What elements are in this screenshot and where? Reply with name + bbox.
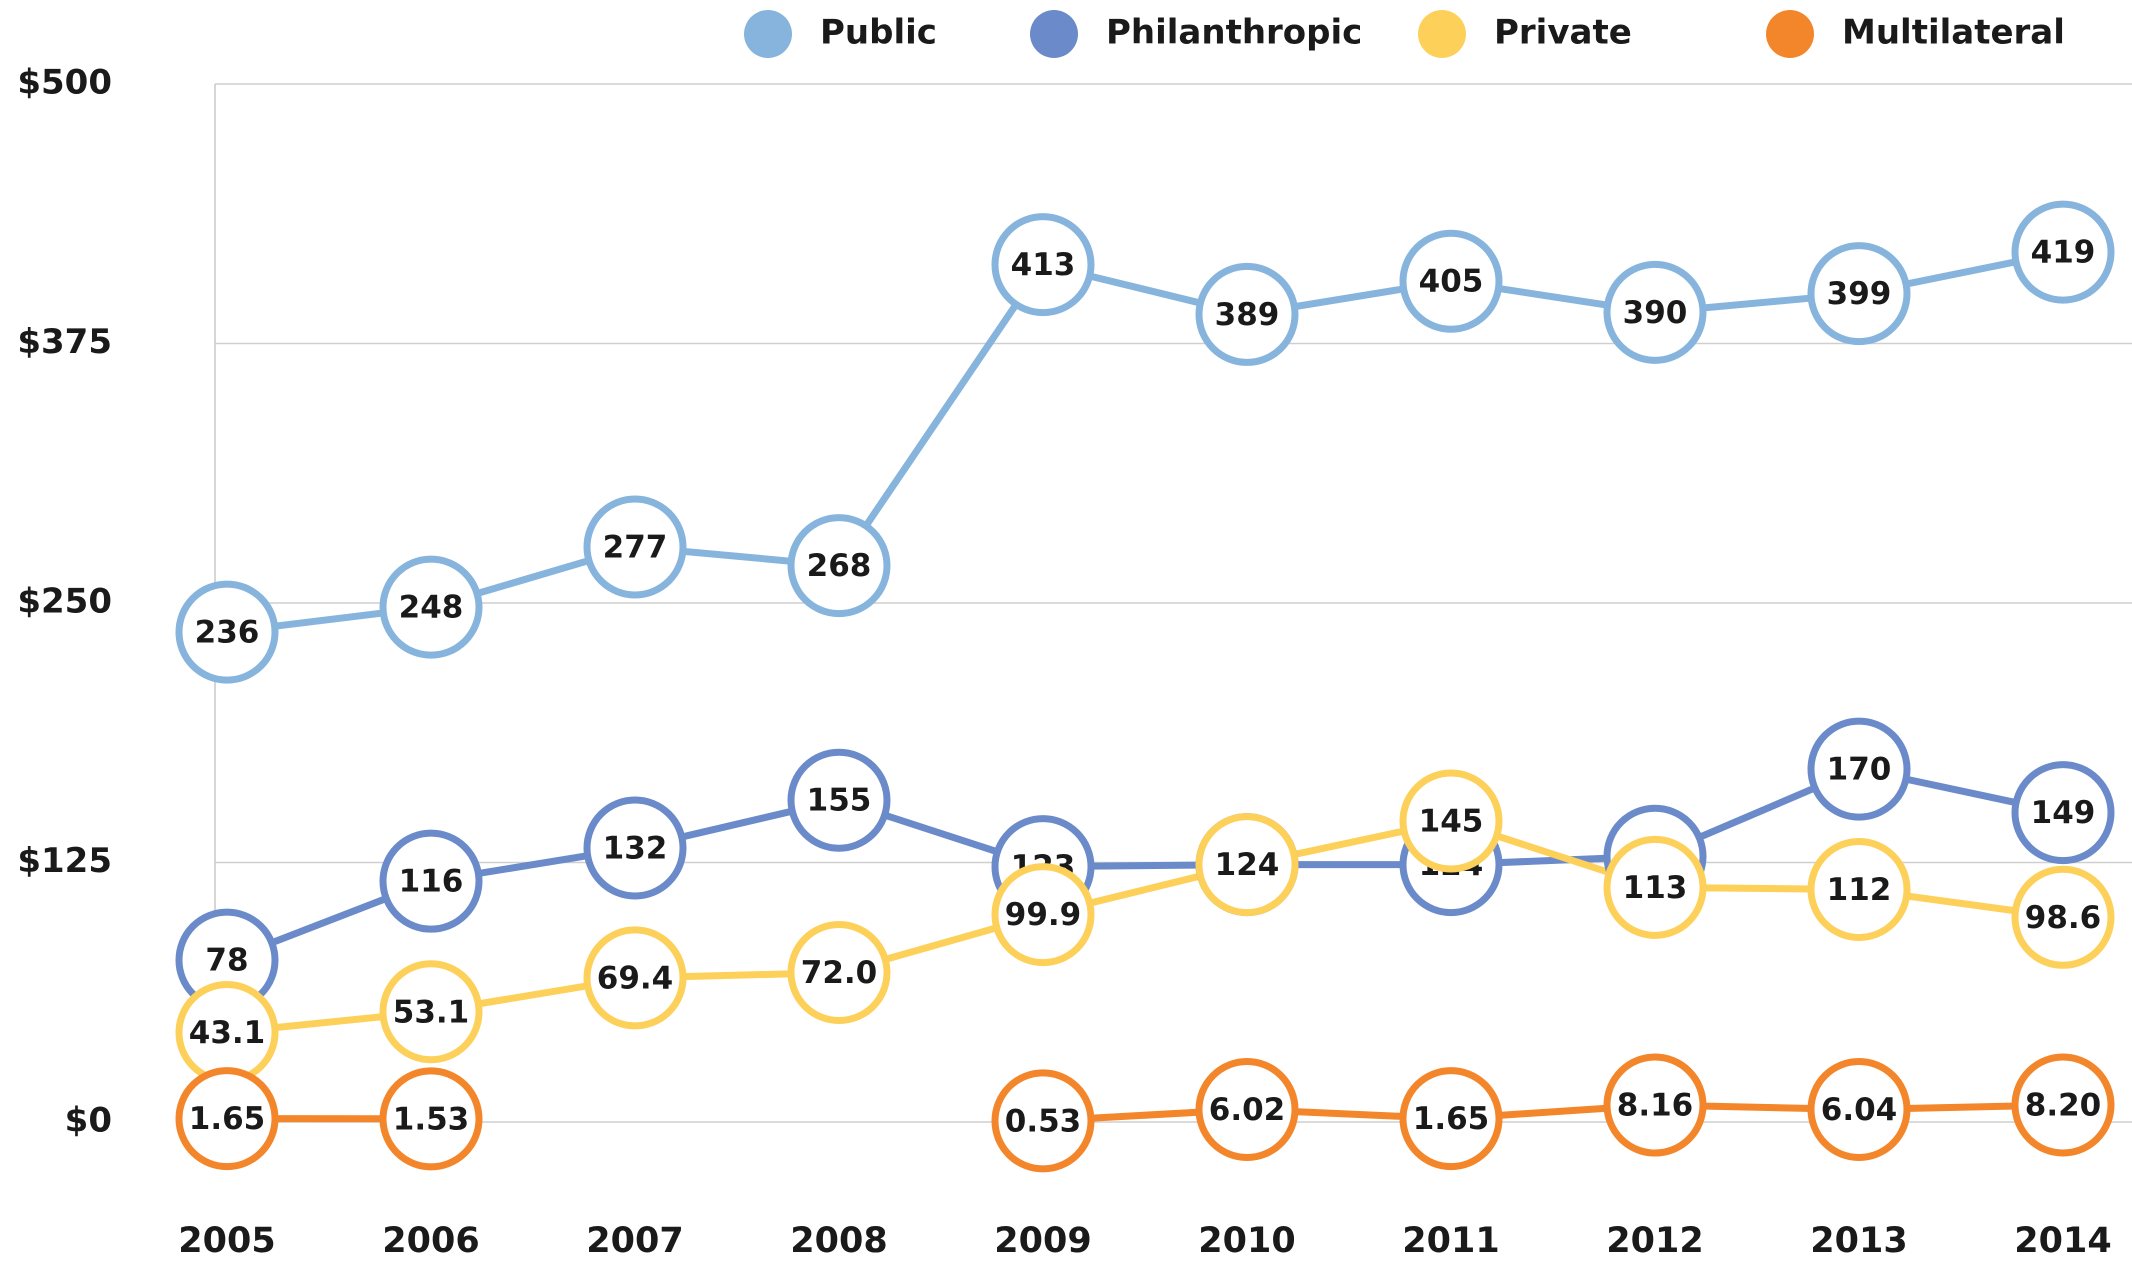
data-label: 99.9 <box>1005 897 1082 933</box>
x-tick-label: 2012 <box>1606 1221 1703 1261</box>
data-point <box>175 1067 279 1171</box>
data-point <box>1807 717 1911 821</box>
data-point <box>1603 1053 1707 1157</box>
data-label: 6.04 <box>1821 1092 1898 1128</box>
data-point <box>787 748 891 852</box>
data-label: 113 <box>1623 870 1688 906</box>
data-point <box>2011 200 2115 304</box>
data-point <box>1399 769 1503 873</box>
data-point <box>379 829 483 933</box>
data-point <box>1399 1067 1503 1171</box>
y-tick-label: $375 <box>17 322 112 362</box>
data-label: 1.65 <box>1413 1101 1490 1137</box>
data-point <box>1603 835 1707 939</box>
x-tick-label: 2009 <box>994 1221 1091 1261</box>
data-label: 6.02 <box>1209 1092 1286 1128</box>
data-label: 155 <box>807 783 872 819</box>
data-point <box>1603 260 1707 364</box>
data-label: 236 <box>195 615 260 651</box>
series-line <box>225 765 2064 964</box>
data-label: 413 <box>1011 247 1076 283</box>
data-point <box>379 555 483 659</box>
data-point <box>787 514 891 618</box>
series-line <box>226 817 2064 1037</box>
legend-label: Philanthropic <box>1106 13 1362 53</box>
legend-swatch <box>1766 10 1814 58</box>
data-point <box>1807 837 1911 941</box>
data-point <box>1195 813 1299 917</box>
data-point <box>2011 865 2115 969</box>
data-label: 78 <box>205 943 248 979</box>
x-tick-label: 2008 <box>790 1221 887 1261</box>
data-label: 268 <box>807 548 872 584</box>
data-point <box>1807 242 1911 346</box>
y-tick-label: $125 <box>17 841 112 881</box>
data-label: 1.65 <box>189 1101 266 1137</box>
x-tick-label: 2011 <box>1402 1221 1499 1261</box>
legend-label: Private <box>1494 13 1632 53</box>
data-label: 124 <box>1215 847 1280 883</box>
y-tick-label: $0 <box>65 1101 112 1141</box>
data-label: 69.4 <box>597 960 674 996</box>
x-tick-label: 2014 <box>2014 1221 2111 1261</box>
data-label: 116 <box>399 864 464 900</box>
data-point <box>583 796 687 900</box>
data-label: 8.20 <box>2025 1087 2102 1123</box>
data-label: 419 <box>2031 235 2096 271</box>
data-point <box>787 921 891 1025</box>
series-line <box>226 248 2064 636</box>
data-point <box>583 926 687 1030</box>
x-tick-label: 2006 <box>382 1221 479 1261</box>
data-point <box>991 213 1095 317</box>
data-point <box>2011 1053 2115 1157</box>
data-point <box>991 1069 1095 1173</box>
data-label: 405 <box>1419 264 1484 300</box>
data-label: 132 <box>603 830 668 866</box>
data-point <box>175 580 279 684</box>
x-tick-label: 2010 <box>1198 1221 1295 1261</box>
data-label: 1.53 <box>393 1101 470 1137</box>
data-label: 170 <box>1827 752 1892 788</box>
data-label: 53.1 <box>393 994 470 1030</box>
data-label: 248 <box>399 590 464 626</box>
data-label: 149 <box>2031 795 2096 831</box>
legend-label: Multilateral <box>1842 13 2065 53</box>
data-label: 145 <box>1419 803 1484 839</box>
data-point <box>1807 1057 1911 1161</box>
data-point <box>2011 761 2115 865</box>
data-point <box>1195 1058 1299 1162</box>
legend-swatch <box>1030 10 1078 58</box>
data-label: 43.1 <box>189 1015 266 1051</box>
data-label: 72.0 <box>801 955 878 991</box>
data-label: 399 <box>1827 276 1892 312</box>
legend-swatch <box>744 10 792 58</box>
series-line <box>226 1101 2064 1125</box>
data-label: 98.6 <box>2025 900 2102 936</box>
legend-swatch <box>1418 10 1466 58</box>
data-point <box>379 1067 483 1171</box>
legend-label: Public <box>820 13 937 53</box>
data-point <box>1195 262 1299 366</box>
data-point <box>379 960 483 1064</box>
data-point <box>1399 229 1503 333</box>
data-point <box>583 495 687 599</box>
y-tick-label: $250 <box>17 582 112 622</box>
x-tick-label: 2005 <box>178 1221 275 1261</box>
data-point <box>991 863 1095 967</box>
x-tick-label: 2007 <box>586 1221 683 1261</box>
y-tick-label: $500 <box>17 63 112 103</box>
data-label: 277 <box>603 529 668 565</box>
x-tick-label: 2013 <box>1810 1221 1907 1261</box>
data-label: 0.53 <box>1005 1103 1082 1139</box>
data-label: 389 <box>1215 297 1280 333</box>
data-label: 390 <box>1623 295 1688 331</box>
data-label: 8.16 <box>1617 1088 1694 1124</box>
data-label: 112 <box>1827 872 1892 908</box>
